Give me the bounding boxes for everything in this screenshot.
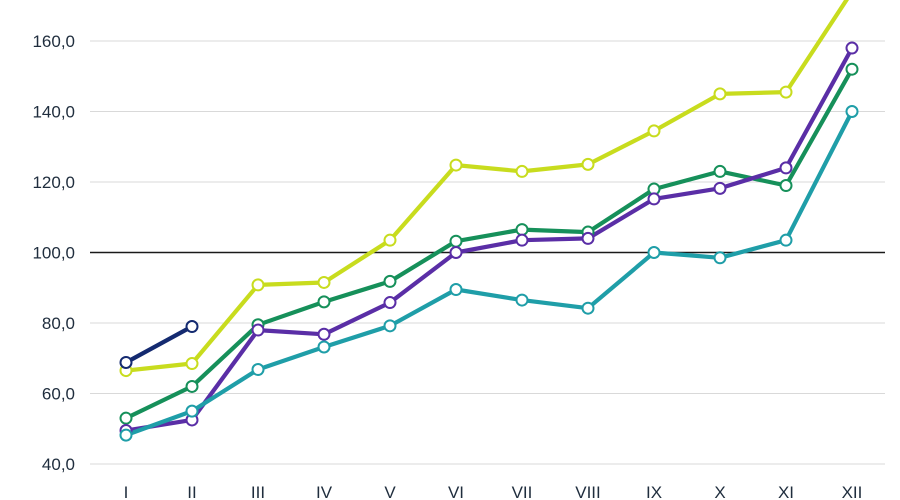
data-point [317, 275, 331, 289]
data-point [449, 158, 463, 172]
x-tick-label: IV [316, 483, 333, 500]
data-point [317, 327, 331, 341]
x-tick-label: X [714, 483, 725, 500]
data-point [251, 323, 265, 337]
data-point [383, 296, 397, 310]
data-point [779, 233, 793, 247]
x-tick-label: VI [448, 483, 464, 500]
data-point [185, 320, 199, 334]
data-point [119, 355, 133, 369]
data-point [317, 340, 331, 354]
data-point [581, 157, 595, 171]
data-point [581, 301, 595, 315]
data-point [251, 363, 265, 377]
data-point [713, 181, 727, 195]
data-point [383, 274, 397, 288]
y-axis-ticks: 40,0 60,0 80,0 100,0 120,0 140,0 160,0 [32, 32, 75, 474]
x-tick-label: VIII [575, 483, 601, 500]
y-tick-label: 60,0 [42, 385, 75, 404]
data-point [251, 278, 265, 292]
data-point [779, 179, 793, 193]
data-point [845, 62, 859, 76]
data-point [713, 164, 727, 178]
x-tick-label: II [187, 483, 196, 500]
data-point [515, 164, 529, 178]
data-point [449, 246, 463, 259]
data-point [581, 231, 595, 245]
series-line-3 [123, 46, 855, 433]
y-tick-label: 140,0 [32, 103, 75, 122]
data-point [515, 233, 529, 247]
series-line-1 [123, 0, 849, 373]
data-point [317, 295, 331, 309]
x-axis-ticks: I II III IV V VI VII VIII IX X XI XII [124, 483, 863, 500]
data-point [845, 105, 859, 118]
data-point [119, 428, 133, 442]
y-tick-label: 160,0 [32, 32, 75, 51]
x-tick-label: I [124, 483, 129, 500]
data-point [515, 293, 529, 307]
x-tick-label: IX [646, 483, 662, 500]
series-points [119, 41, 859, 442]
series-line-5 [123, 324, 195, 365]
y-tick-label: 80,0 [42, 314, 75, 333]
data-point [449, 283, 463, 297]
x-tick-label: XI [778, 483, 794, 500]
data-point [383, 233, 397, 247]
data-point [119, 411, 133, 425]
series-lines [123, 0, 855, 438]
x-tick-label: XII [842, 483, 863, 500]
series-line-4 [123, 109, 855, 438]
data-point [383, 319, 397, 333]
series-line-2 [123, 67, 855, 421]
y-tick-label: 40,0 [42, 455, 75, 474]
data-point [647, 124, 661, 138]
data-point [713, 251, 727, 265]
x-tick-label: V [384, 483, 396, 500]
y-tick-label: 120,0 [32, 173, 75, 192]
data-point [779, 161, 793, 175]
data-point [515, 223, 529, 237]
data-point [185, 404, 199, 418]
data-point [713, 87, 727, 101]
data-point [647, 192, 661, 206]
x-tick-label: III [251, 483, 265, 500]
data-point [845, 41, 859, 55]
data-point [779, 85, 793, 99]
x-tick-label: VII [512, 483, 533, 500]
data-point [647, 246, 661, 259]
data-point [185, 357, 199, 371]
data-point [449, 234, 463, 248]
y-tick-label: 100,0 [32, 244, 75, 263]
data-point [185, 379, 199, 393]
